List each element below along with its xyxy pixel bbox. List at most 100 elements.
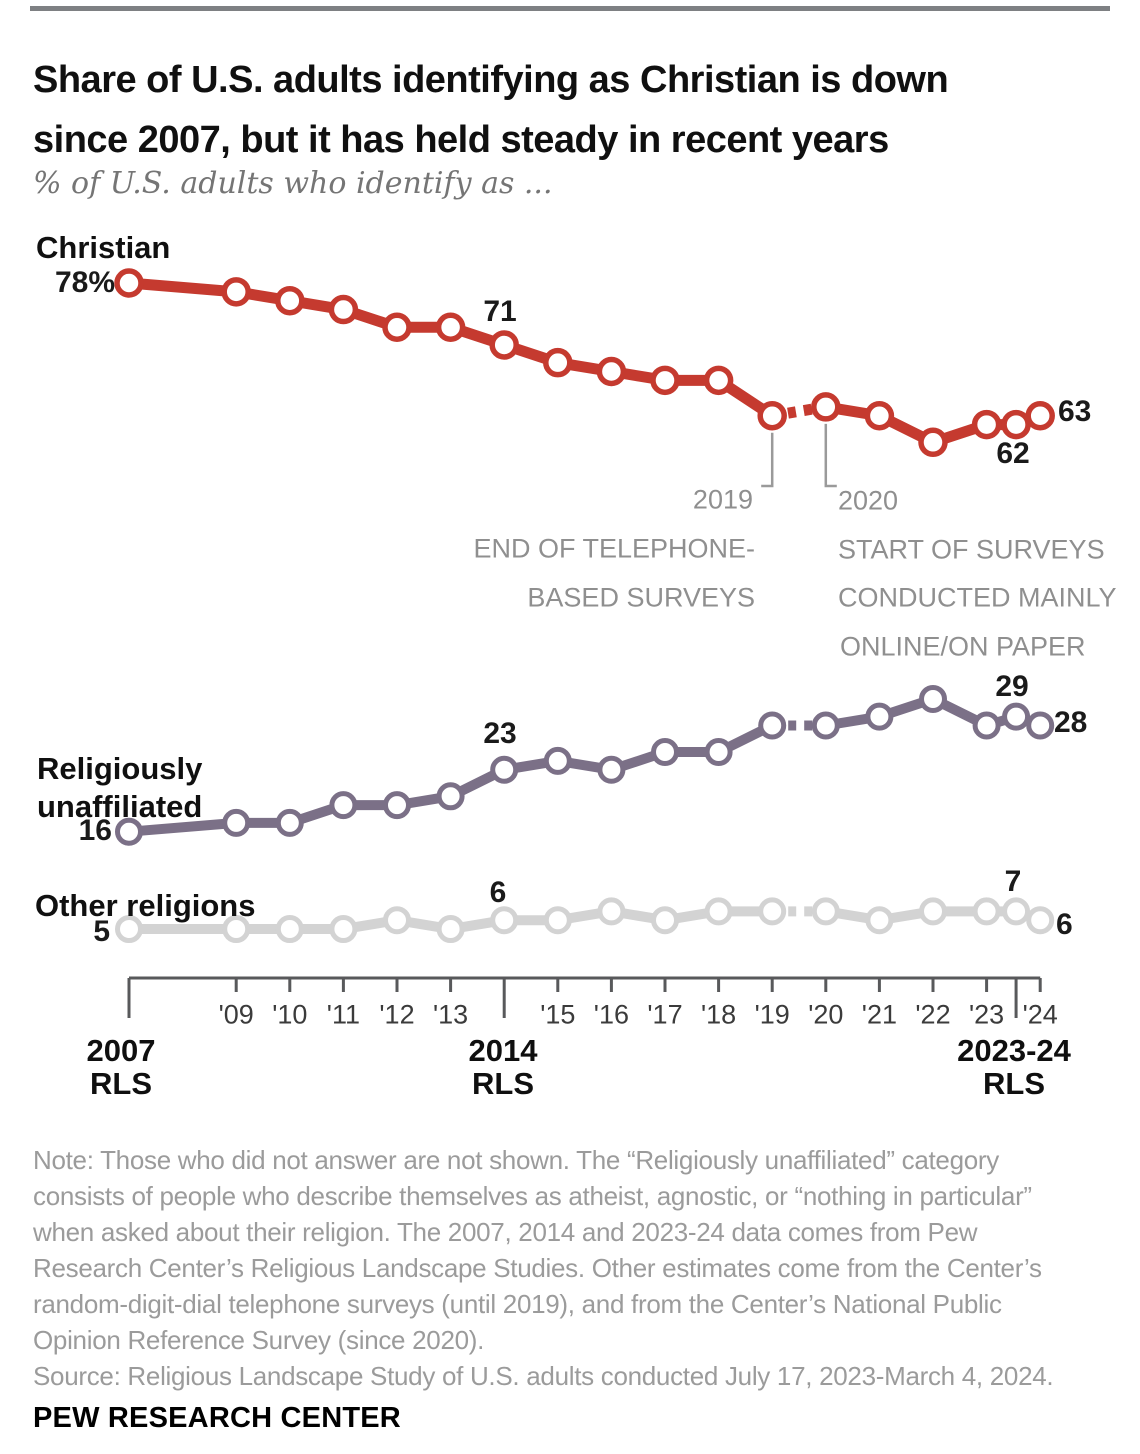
marker-other-religions-2009 — [222, 915, 251, 944]
other-series-label: Other religions — [35, 888, 256, 923]
christian-series-label: Christian — [36, 230, 171, 265]
page-title: Share of U.S. adults identifying as Chri… — [33, 50, 1123, 170]
marker-religiously-unaffiliated-2018 — [704, 738, 733, 767]
annotation-2020-line-1: START OF SURVEYS — [838, 534, 1105, 565]
rls-label-2007-2: RLS — [90, 1066, 152, 1101]
unaffiliated-series-label-2: unaffiliated — [37, 789, 203, 824]
marker-other-religions-2013 — [436, 915, 465, 944]
x-axis-label-11: '11 — [326, 999, 360, 1030]
christian-rls-value: 62 — [996, 437, 1030, 470]
note-line: random-digit-dial telephone surveys (unt… — [33, 1289, 1002, 1319]
x-axis-label-22: '22 — [915, 999, 951, 1030]
marker-christian-2009 — [221, 277, 251, 307]
note-line: when asked about their religion. The 200… — [33, 1217, 978, 1247]
marker-religiously-unaffiliated-2016 — [597, 755, 626, 784]
source-line: Source: Religious Landscape Study of U.S… — [33, 1361, 1054, 1391]
marker-christian-2013 — [435, 312, 466, 342]
marker-other-religions-2012 — [383, 906, 411, 935]
marker-other-religions-2023 — [972, 897, 1001, 926]
x-axis-label-18: '18 — [701, 999, 737, 1030]
rls-label-2007-1: 2007 — [86, 1033, 156, 1068]
marker-christian-2018 — [703, 365, 734, 396]
marker-christian-2016 — [596, 356, 627, 387]
other-2024-value: 6 — [1056, 908, 1073, 941]
marker-religiously-unaffiliated-2022 — [919, 684, 947, 713]
annotation-2019-year: 2019 — [692, 484, 753, 515]
marker-religiously-unaffiliated-2023 — [972, 711, 1001, 740]
marker-religiously-unaffiliated-2011 — [329, 791, 358, 820]
rls-label-2014-2: RLS — [472, 1066, 534, 1101]
other-rls-value: 7 — [1004, 865, 1022, 898]
callout-line-2019 — [761, 432, 774, 488]
marker-christian-2023 — [971, 409, 1002, 440]
x-axis-label-15: '15 — [540, 999, 576, 1030]
marker-other-religions-2022 — [919, 897, 947, 926]
marker-christian-2011 — [328, 294, 359, 325]
marker-christian-2007-rls — [114, 268, 144, 298]
marker-christian-2021 — [864, 401, 895, 431]
chart-subtitle: % of U.S. adults who identify as ... — [33, 166, 553, 201]
marker-other-religions-2019 — [758, 897, 787, 926]
marker-other-religions-2010 — [275, 915, 304, 944]
callout-line-2020 — [824, 423, 837, 488]
line-christian-solid-a — [128, 277, 776, 421]
rls-label-2014-1: 2014 — [468, 1033, 538, 1068]
annotation-2020-year: 2020 — [838, 485, 899, 516]
x-axis-label-17: '17 — [647, 999, 683, 1030]
marker-religiously-unaffiliated-2012 — [383, 791, 411, 820]
marker-religiously-unaffiliated-2019 — [758, 711, 787, 740]
x-axis-label-09: '09 — [218, 999, 254, 1030]
marker-christian-2014-rls — [489, 330, 519, 360]
page-title-line-1: Share of U.S. adults identifying as Chri… — [33, 59, 949, 101]
marker-other-religions-2015 — [543, 906, 572, 935]
marker-religiously-unaffiliated-2017 — [651, 738, 679, 767]
x-axis-label-12: '12 — [379, 999, 415, 1030]
note-line: consists of people who describe themselv… — [33, 1181, 1032, 1211]
brand-footer: PEW RESEARCH CENTER — [33, 1402, 401, 1434]
christian-2024-value: 63 — [1058, 395, 1092, 428]
marker-other-religions-2007-rls — [115, 915, 143, 944]
annotation-2019-line-1: END OF TELEPHONE- — [473, 533, 755, 564]
rls-label-2023-24-1: 2023-24 — [957, 1033, 1071, 1068]
other-2014-value: 6 — [489, 876, 507, 909]
marker-other-religions-2017 — [651, 906, 679, 935]
rls-label-2023-24-2: RLS — [983, 1066, 1045, 1101]
x-axis-label-24: '24 — [1022, 999, 1058, 1030]
note-line: Opinion Reference Survey (since 2020). — [33, 1325, 485, 1355]
marker-christian-2012 — [382, 312, 412, 342]
x-axis-label-21: '21 — [861, 999, 897, 1030]
marker-religiously-unaffiliated-2009 — [222, 808, 251, 837]
unaffiliated-2014-value: 23 — [483, 717, 517, 750]
x-axis-label-20: '20 — [808, 999, 844, 1030]
marker-religiously-unaffiliated-2024 — [1026, 711, 1055, 740]
unaffiliated-series-label-1: Religiously — [37, 751, 203, 786]
marker-other-religions-2021 — [865, 906, 894, 935]
x-axis-label-10: '10 — [272, 999, 308, 1030]
top-rule — [30, 6, 1110, 11]
annotation-2020-line-2: CONDUCTED MAINLY — [838, 582, 1117, 613]
note: Note: Those who did not answer are not s… — [33, 1142, 1133, 1394]
annotation-2019-line-2: BASED SURVEYS — [527, 582, 755, 613]
marker-christian-2010 — [275, 285, 305, 316]
annotation-2020-line-3: ONLINE/ON PAPER — [840, 631, 1086, 662]
marker-christian-2015 — [543, 347, 573, 378]
marker-other-religions-2020 — [811, 897, 840, 926]
unaffiliated-2007-value: 16 — [78, 814, 112, 847]
x-axis-label-13: '13 — [433, 999, 469, 1030]
marker-other-religions-2014-rls — [490, 906, 519, 935]
marker-christian-2020 — [811, 392, 841, 422]
marker-other-religions-2011 — [329, 915, 358, 944]
marker-other-religions-2023-24-rls — [1002, 897, 1031, 926]
marker-religiously-unaffiliated-2014-rls — [490, 755, 519, 784]
marker-religiously-unaffiliated-2007-rls — [115, 817, 143, 846]
marker-religiously-unaffiliated-2015 — [543, 746, 572, 775]
marker-other-religions-2016 — [597, 897, 626, 926]
marker-religiously-unaffiliated-2013 — [436, 782, 465, 811]
x-axis-label-19: '19 — [754, 999, 790, 1030]
marker-religiously-unaffiliated-2023-24-rls — [1002, 702, 1031, 731]
marker-religiously-unaffiliated-2021 — [865, 702, 894, 731]
unaffiliated-rls-value: 29 — [995, 670, 1029, 703]
x-axis-label-16: '16 — [593, 999, 629, 1030]
marker-christian-2023-24-rls — [1001, 409, 1031, 440]
marker-christian-2022 — [918, 427, 948, 458]
